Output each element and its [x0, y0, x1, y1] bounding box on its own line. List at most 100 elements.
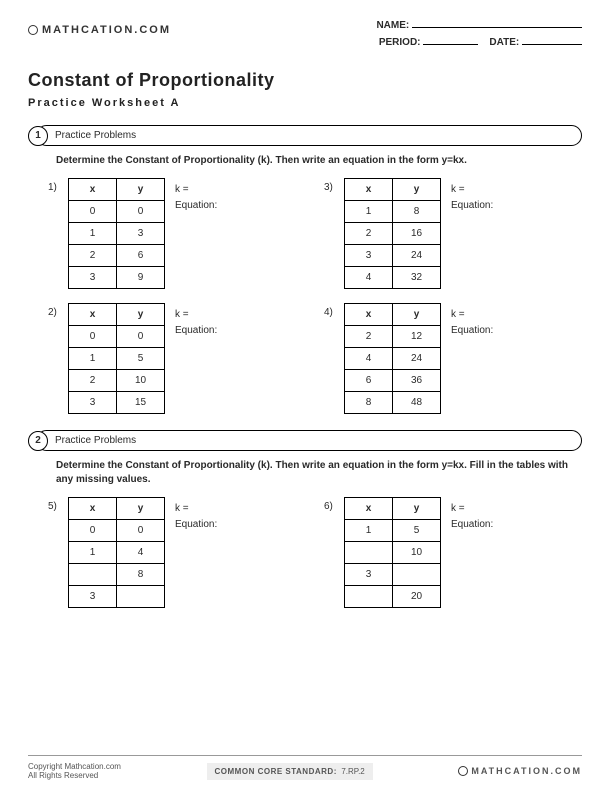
cell: 1 — [69, 542, 117, 564]
eq-label: Equation: — [175, 323, 217, 339]
problems-row-1: 1) xy 00 13 26 39 k = Equation: 3) xy 18… — [48, 178, 582, 289]
cell: 1 — [345, 520, 393, 542]
section-1-instruction: Determine the Constant of Proportionalit… — [56, 154, 582, 168]
problem-4-table: xy 212 424 636 848 — [344, 303, 441, 414]
cell: 15 — [117, 392, 165, 414]
problem-number: 6) — [324, 497, 338, 608]
cell: 12 — [393, 326, 441, 348]
cell: 24 — [393, 348, 441, 370]
common-core-badge: COMMON CORE STANDARD: 7.RP.2 — [207, 763, 373, 780]
section-1-number: 1 — [28, 126, 48, 146]
cell: 32 — [393, 267, 441, 289]
problem-3-table: xy 18 216 324 432 — [344, 178, 441, 289]
cell: 3 — [69, 586, 117, 608]
problems-row-2: 2) xy 00 15 210 315 k = Equation: 4) xy … — [48, 303, 582, 414]
period-blank[interactable] — [423, 35, 478, 45]
col-y: y — [393, 304, 441, 326]
k-label: k = — [175, 501, 217, 517]
cell: 0 — [69, 326, 117, 348]
col-x: x — [69, 304, 117, 326]
problem-number: 3) — [324, 178, 338, 289]
cell: 24 — [393, 245, 441, 267]
bulb-icon — [28, 25, 38, 35]
cell: 3 — [345, 564, 393, 586]
cell: 2 — [69, 370, 117, 392]
problem-number: 5) — [48, 497, 62, 608]
cell — [345, 586, 393, 608]
cell: 3 — [69, 267, 117, 289]
cell: 10 — [117, 370, 165, 392]
problem-4: 4) xy 212 424 636 848 k = Equation: — [324, 303, 582, 414]
cell: 0 — [69, 520, 117, 542]
problem-5-table: xy 00 14 8 3 — [68, 497, 165, 608]
date-blank[interactable] — [522, 35, 582, 45]
col-x: x — [345, 304, 393, 326]
col-y: y — [117, 304, 165, 326]
cell: 6 — [117, 245, 165, 267]
col-x: x — [345, 498, 393, 520]
problems-row-3: 5) xy 00 14 8 3 k = Equation: 6) xy 15 1… — [48, 497, 582, 608]
cell: 0 — [117, 520, 165, 542]
problem-3: 3) xy 18 216 324 432 k = Equation: — [324, 178, 582, 289]
problem-2-table: xy 00 15 210 315 — [68, 303, 165, 414]
cell: 0 — [117, 326, 165, 348]
cell: 16 — [393, 223, 441, 245]
copyright-block: Copyright Mathcation.com All Rights Rese… — [28, 762, 121, 780]
eq-label: Equation: — [451, 517, 493, 533]
col-y: y — [393, 498, 441, 520]
col-x: x — [69, 498, 117, 520]
cell: 10 — [393, 542, 441, 564]
k-label: k = — [175, 182, 217, 198]
cell: 9 — [117, 267, 165, 289]
section-2-label: Practice Problems — [36, 430, 582, 451]
problem-5-side: k = Equation: — [171, 497, 217, 608]
problem-number: 1) — [48, 178, 62, 289]
cell: 4 — [345, 348, 393, 370]
problem-1-side: k = Equation: — [171, 178, 217, 289]
period-label: PERIOD: — [379, 37, 421, 48]
problem-number: 4) — [324, 303, 338, 414]
cell: 36 — [393, 370, 441, 392]
col-x: x — [69, 179, 117, 201]
cell: 8 — [345, 392, 393, 414]
eq-label: Equation: — [451, 323, 493, 339]
cell: 8 — [393, 201, 441, 223]
k-label: k = — [451, 307, 493, 323]
eq-label: Equation: — [451, 198, 493, 214]
section-1-label: Practice Problems — [36, 125, 582, 146]
name-blank[interactable] — [412, 18, 582, 28]
problem-3-side: k = Equation: — [447, 178, 493, 289]
section-2-number: 2 — [28, 431, 48, 451]
problem-number: 2) — [48, 303, 62, 414]
brand-text-footer: MATHCATION.COM — [471, 766, 582, 776]
cell: 4 — [345, 267, 393, 289]
cell: 1 — [69, 223, 117, 245]
cell: 6 — [345, 370, 393, 392]
name-label: NAME: — [376, 20, 409, 31]
brand-text: MATHCATION.COM — [42, 24, 171, 36]
cell — [69, 564, 117, 586]
cell: 5 — [393, 520, 441, 542]
k-label: k = — [451, 501, 493, 517]
brand-logo-bottom: MATHCATION.COM — [458, 766, 582, 776]
cell: 2 — [345, 223, 393, 245]
k-label: k = — [175, 307, 217, 323]
cell: 8 — [117, 564, 165, 586]
problem-2-side: k = Equation: — [171, 303, 217, 414]
eq-label: Equation: — [175, 198, 217, 214]
problem-1: 1) xy 00 13 26 39 k = Equation: — [48, 178, 306, 289]
problem-6-side: k = Equation: — [447, 497, 493, 608]
rights-text: All Rights Reserved — [28, 771, 121, 780]
problem-1-table: xy 00 13 26 39 — [68, 178, 165, 289]
cell: 48 — [393, 392, 441, 414]
cell: 1 — [69, 348, 117, 370]
page-subtitle: Practice Worksheet A — [28, 97, 582, 109]
copyright-text: Copyright Mathcation.com — [28, 762, 121, 771]
page-title: Constant of Proportionality — [28, 70, 582, 91]
cell: 1 — [345, 201, 393, 223]
problem-6: 6) xy 15 10 3 20 k = Equation: — [324, 497, 582, 608]
problem-6-table: xy 15 10 3 20 — [344, 497, 441, 608]
cell: 0 — [117, 201, 165, 223]
cell: 3 — [345, 245, 393, 267]
cell: 3 — [117, 223, 165, 245]
